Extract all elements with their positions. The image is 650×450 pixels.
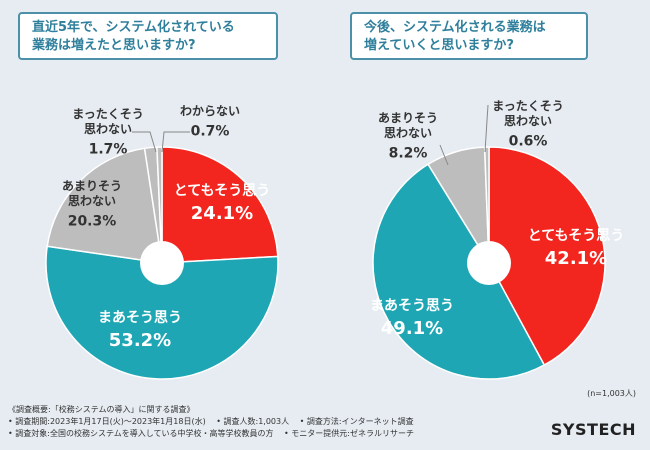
chart2-slice-3 (483, 146, 490, 264)
chart1-label-0: とてもそう思う 24.1% (174, 183, 271, 224)
chart1-label-1: まあそう思う 53.2% (98, 310, 182, 351)
chart1-slice-2 (46, 147, 163, 264)
sample-size-note: (n=1,003人) (587, 389, 636, 398)
chart1-category-label-1-0: まあそう思う (98, 310, 182, 326)
left-title-line1: 直近5年で、システム化されている (32, 20, 235, 35)
chart2-category-label-3-0: まったくそう (492, 99, 564, 113)
footer-method: • 調査方法:インターネット調査 (299, 417, 414, 426)
footer-target: • 調査対象:全国の校務システムを導入している中学校・高等学校教員の方 (8, 429, 274, 438)
chart2-value-label-1: 49.1% (381, 318, 443, 339)
chart2-category-label-0-0: とてもそう思う (528, 228, 625, 244)
footer-monitor: • モニター提供元:ゼネラルリサーチ (284, 429, 414, 438)
chart2-value-label-3: 0.6% (509, 134, 548, 150)
chart2-category-label-3-1: 思わない (504, 114, 552, 128)
chart2-label-0: とてもそう思う 42.1% (528, 228, 625, 269)
brand-logo: SYSTECH (551, 420, 636, 439)
footer-period: • 調査期間:2023年1月17日(火)〜2023年1月18日(水) (8, 417, 206, 426)
chart1-leader-line-4 (161, 131, 190, 153)
right-chart-title: 今後、システム化される業務は 増えていくと思いますか? (350, 12, 588, 60)
chart1-center-hole (140, 241, 184, 285)
chart1-category-label-2-1: 思わない (68, 194, 116, 208)
chart1-value-label-4: 0.7% (191, 124, 230, 140)
chart2-leader-line-2 (439, 144, 449, 166)
chart2-slice-0 (488, 146, 606, 367)
chart2-slice-1 (372, 163, 546, 380)
chart1-category-label-3-1: 思わない (84, 122, 132, 136)
chart1-category-label-2-0: あまりそう (62, 179, 122, 193)
chart2-category-label-2-0: あまりそう (378, 111, 438, 125)
chart1-value-label-2: 20.3% (68, 214, 117, 230)
chart2-category-label-2-1: 思わない (384, 126, 432, 140)
right-title-line1: 今後、システム化される業務は (364, 20, 546, 35)
footer-people: • 調査人数:1,003人 (216, 417, 290, 426)
chart2-center-hole (467, 241, 511, 285)
footer-heading: 《調査概要:「校務システムの導入」に関する調査》 (8, 405, 195, 414)
chart2-label-1: まあそう思う 49.1% (370, 298, 454, 339)
chart2-category-label-1-0: まあそう思う (370, 298, 454, 314)
chart1-value-label-0: 24.1% (191, 203, 253, 224)
chart2-value-label-2: 8.2% (389, 146, 428, 162)
brand-logo-text: SYSTECH (550, 420, 636, 439)
chart1-slice-1 (45, 245, 279, 380)
chart2-leader-line-3 (484, 104, 489, 153)
chart1-slice-0 (161, 146, 279, 264)
chart1-category-label-3-0: まったくそう (72, 107, 144, 121)
chart1-label-4: わからない 0.7% (180, 104, 240, 140)
chart2-value-label-0: 42.1% (545, 248, 607, 269)
left-chart-title: 直近5年で、システム化されている 業務は増えたと思いますか? (18, 12, 278, 60)
chart1-leader-line-3 (132, 131, 157, 153)
chart1-category-label-4-0: わからない (180, 104, 240, 118)
chart1-category-label-0-0: とてもそう思う (174, 183, 271, 199)
left-title-line2: 業務は増えたと思いますか? (32, 38, 196, 53)
right-title-line2: 増えていくと思いますか? (364, 38, 514, 53)
chart1-value-label-3: 1.7% (89, 142, 128, 158)
chart1-value-label-1: 53.2% (109, 330, 171, 351)
survey-footer: 《調査概要:「校務システムの導入」に関する調査》 • 調査期間:2023年1月1… (8, 404, 422, 440)
pie-charts: とてもそう思う24.1%まあそう思う53.2%あまりそう思わない20.3%まった… (45, 99, 625, 380)
